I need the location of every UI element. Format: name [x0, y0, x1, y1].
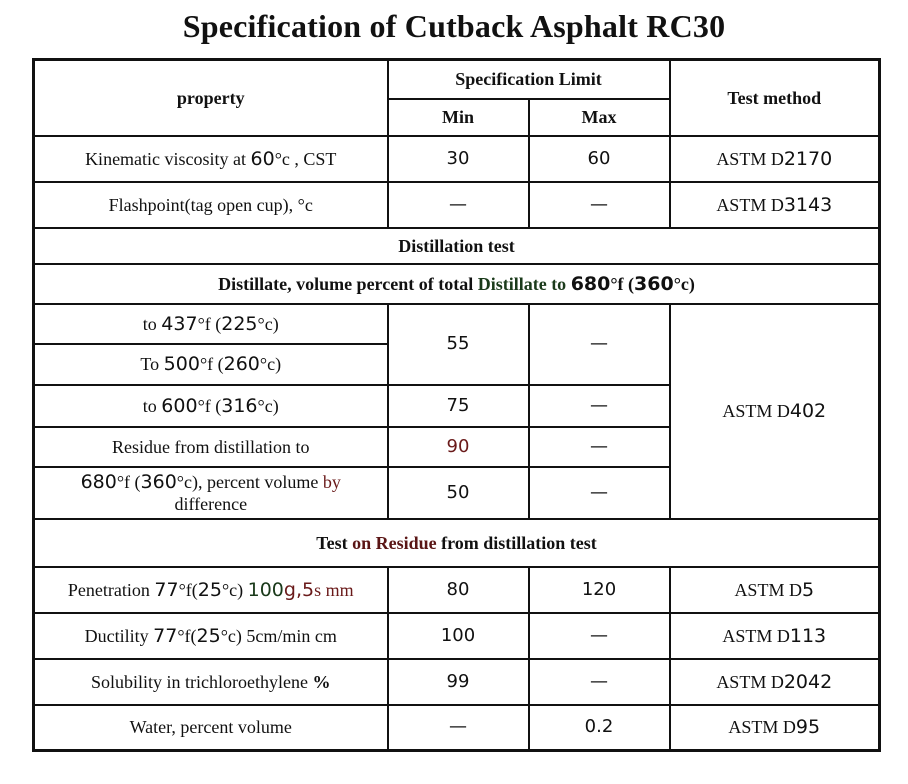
table-row: Ductility 77°f(25°c) 5cm/min cm 100 — AS…: [32, 611, 881, 660]
distillate-heading: Distillate, volume percent of total Dist…: [32, 262, 881, 305]
page-title: Specification of Cutback Asphalt RC30: [182, 8, 726, 44]
flashpoint-max: —: [527, 180, 671, 229]
solubility-max: —: [527, 657, 671, 706]
table-row: Residue from distillation to 90 —: [32, 425, 880, 468]
penetration-min: 80: [386, 565, 530, 614]
distillate-600-property: to 600°f (316°c): [32, 383, 389, 428]
penetration-property: Penetration 77°f(25°c) 100g,5s mm: [32, 565, 389, 614]
header-max: Max: [527, 97, 671, 137]
table-row: Flashpoint(tag open cup), °c — — ASTM D3…: [32, 180, 881, 229]
kinematic-viscosity-method: ASTM D2170: [668, 134, 881, 183]
residue-min: 90: [386, 425, 530, 468]
solubility-property: Solubility in trichloroethylene %: [32, 657, 389, 706]
table-row: Penetration 77°f(25°c) 100g,5s mm 80 120…: [32, 565, 881, 614]
table-row: 680°f (360°c), percent volume by differen…: [32, 465, 880, 520]
section-distillation-test: Distillation test: [32, 226, 881, 265]
specification-table: property Specification Limit Test method…: [32, 58, 881, 752]
distillation-method: ASTM D402: [668, 302, 881, 520]
distillate-437-500-max: —: [527, 302, 671, 386]
water-max: 0.2: [527, 703, 671, 752]
table-row: to 600°f (316°c) 75 —: [32, 383, 880, 428]
flashpoint-property: Flashpoint(tag open cup), °c: [32, 180, 389, 229]
header-min: Min: [386, 97, 530, 137]
solubility-min: 99: [386, 657, 530, 706]
kinematic-viscosity-min: 30: [386, 134, 530, 183]
residue-680-property: 680°f (360°c), percent volume by differen…: [32, 465, 389, 520]
distillate-600-max: —: [527, 383, 671, 428]
flashpoint-min: —: [386, 180, 530, 229]
kinematic-viscosity-max: 60: [527, 134, 671, 183]
penetration-method: ASTM D5: [668, 565, 881, 614]
ductility-max: —: [527, 611, 671, 660]
solubility-method: ASTM D2042: [668, 657, 881, 706]
flashpoint-method: ASTM D3143: [668, 180, 881, 229]
table-row: to 437°f (225°c) 55 — ASTM D402: [32, 302, 881, 520]
table-row: Solubility in trichloroethylene % 99 — A…: [32, 657, 881, 706]
distillate-600-min: 75: [386, 383, 530, 428]
ductility-min: 100: [386, 611, 530, 660]
distillate-437-500-min: 55: [386, 302, 530, 386]
residue-max: —: [527, 425, 671, 468]
residue-680-min: 50: [386, 465, 530, 520]
water-min: —: [386, 703, 530, 752]
residue-property: Residue from distillation to: [32, 425, 389, 468]
ductility-property: Ductility 77°f(25°c) 5cm/min cm: [32, 611, 389, 660]
header-spec-limit: Specification Limit: [386, 58, 671, 100]
section-residue-test: Test on Residue from distillation test: [32, 517, 881, 568]
header-test-method: Test method: [668, 58, 881, 137]
ductility-method: ASTM D113: [668, 611, 881, 660]
distillate-500-property: To 500°f (260°c): [32, 342, 389, 386]
header-property: property: [32, 58, 389, 137]
table-row: Water, percent volume — 0.2 ASTM D95: [32, 703, 881, 752]
table-row: To 500°f (260°c): [32, 342, 880, 386]
penetration-max: 120: [527, 565, 671, 614]
distillate-437-property: to 437°f (225°c): [32, 302, 389, 345]
water-method: ASTM D95: [668, 703, 881, 752]
water-property: Water, percent volume: [32, 703, 389, 752]
table-row: Kinematic viscosity at 60°c , CST 30 60 …: [32, 134, 881, 183]
kinematic-viscosity-property: Kinematic viscosity at 60°c , CST: [32, 134, 389, 183]
residue-680-max: —: [527, 465, 671, 520]
